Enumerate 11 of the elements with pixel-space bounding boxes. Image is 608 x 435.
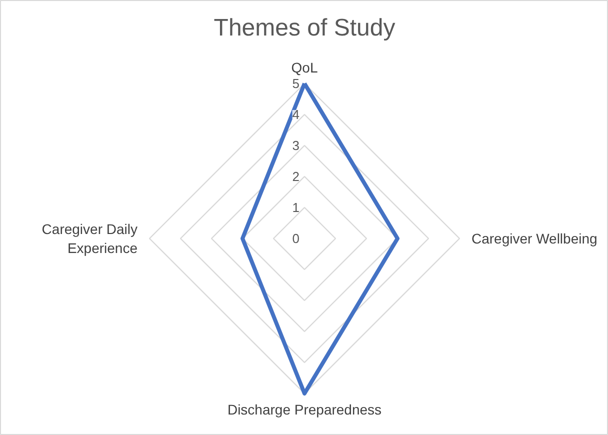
spoke-label: QoL [291, 60, 318, 76]
spoke-label: Discharge Preparedness [227, 402, 382, 418]
y-tick-label: 5 [292, 76, 300, 91]
y-tick-label: 1 [292, 200, 300, 215]
y-tick-label: 0 [292, 231, 300, 246]
y-tick-label: 3 [292, 138, 300, 153]
y-tick-label: 2 [292, 169, 300, 184]
chart-title: Themes of Study [214, 14, 396, 42]
y-tick-label: 4 [292, 107, 300, 122]
spoke-label: Caregiver Wellbeing [472, 230, 598, 246]
spoke-label: Caregiver Daily Experience [42, 220, 138, 256]
